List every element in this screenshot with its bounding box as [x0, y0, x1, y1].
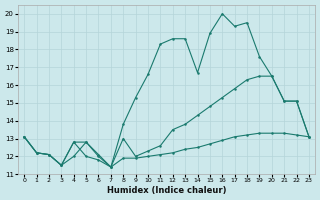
X-axis label: Humidex (Indice chaleur): Humidex (Indice chaleur)	[107, 186, 226, 195]
